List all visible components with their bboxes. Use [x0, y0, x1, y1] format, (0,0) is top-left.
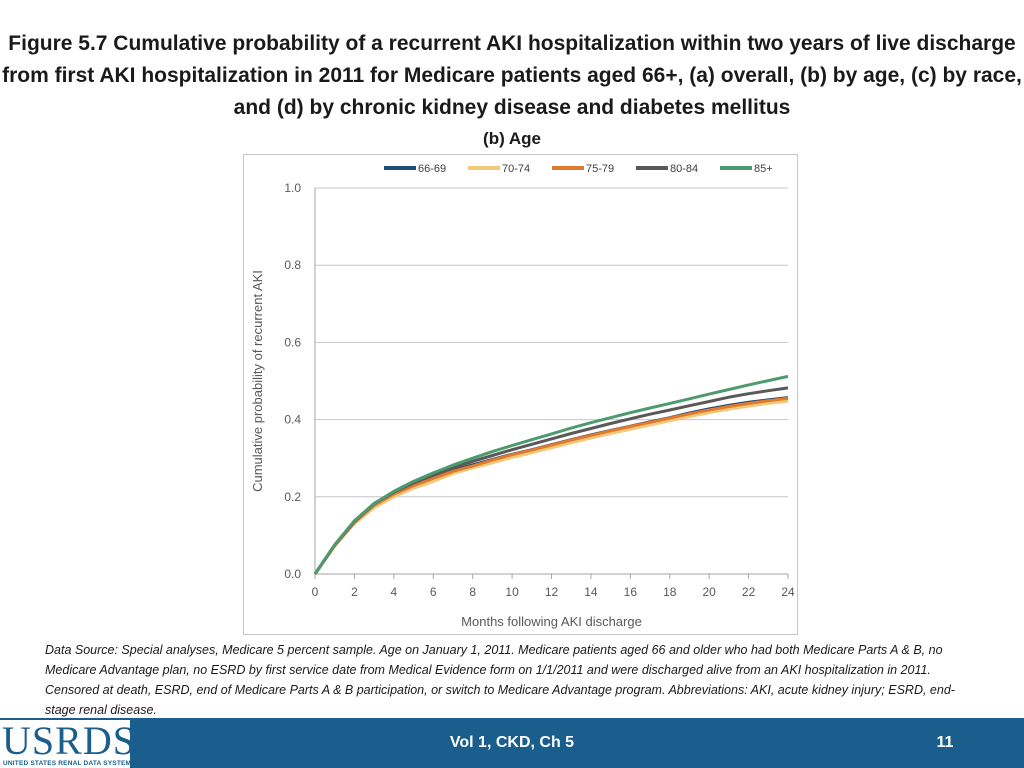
y-tick-label: 1.0 [284, 181, 301, 195]
x-axis-label: Months following AKI discharge [461, 614, 642, 629]
x-tick-label: 4 [390, 585, 397, 599]
data-source-note: Data Source: Special analyses, Medicare … [45, 643, 955, 717]
y-axis-label: Cumulative probability of recurrent AKI [250, 270, 265, 492]
x-tick-label: 16 [624, 585, 638, 599]
x-tick-label: 2 [351, 585, 358, 599]
legend-label: 80-84 [670, 163, 698, 175]
y-tick-label: 0.0 [284, 567, 301, 581]
x-tick-label: 14 [584, 585, 598, 599]
legend-label: 66-69 [418, 163, 446, 175]
legend-label: 75-79 [586, 163, 614, 175]
logo-text: USRDS [2, 718, 136, 763]
x-tick-label: 0 [312, 585, 319, 599]
x-tick-label: 18 [663, 585, 677, 599]
legend-label: 70-74 [502, 163, 530, 175]
x-tick-label: 12 [545, 585, 559, 599]
y-tick-label: 0.8 [284, 258, 301, 272]
x-tick-label: 8 [469, 585, 476, 599]
usrds-logo: USRDS UNITED STATES RENAL DATA SYSTEM [0, 718, 135, 768]
legend-label: 85+ [754, 163, 773, 175]
x-tick-label: 10 [505, 585, 519, 599]
slide-title: Figure 5.7 Cumulative probability of a r… [2, 32, 1022, 119]
line-chart: 0.00.20.40.60.81.00 2 4 6 8 10 12 14 16 18 20 22 24M… [250, 163, 795, 629]
series-line-66-69 [313, 396, 789, 575]
chart-subtitle: (b) Age [483, 129, 541, 148]
x-tick-label: 24 [781, 585, 795, 599]
y-tick-label: 0.6 [284, 335, 301, 349]
x-tick-label: 20 [702, 585, 716, 599]
x-tick-label: 6 [430, 585, 437, 599]
footer-chapter-label: Vol 1, CKD, Ch 5 [449, 734, 575, 751]
series-line-85+ [313, 374, 789, 575]
footer-bar: USRDS UNITED STATES RENAL DATA SYSTEM Vo… [0, 718, 1024, 768]
y-tick-label: 0.2 [284, 490, 301, 504]
series-line-75-79 [313, 396, 789, 575]
x-tick-label: 22 [742, 585, 756, 599]
logo-subtext: UNITED STATES RENAL DATA SYSTEM [3, 760, 132, 767]
series-line-70-74 [313, 399, 789, 575]
y-tick-label: 0.4 [284, 413, 301, 427]
series-line-80-84 [313, 386, 789, 575]
page-number: 11 [936, 734, 954, 751]
